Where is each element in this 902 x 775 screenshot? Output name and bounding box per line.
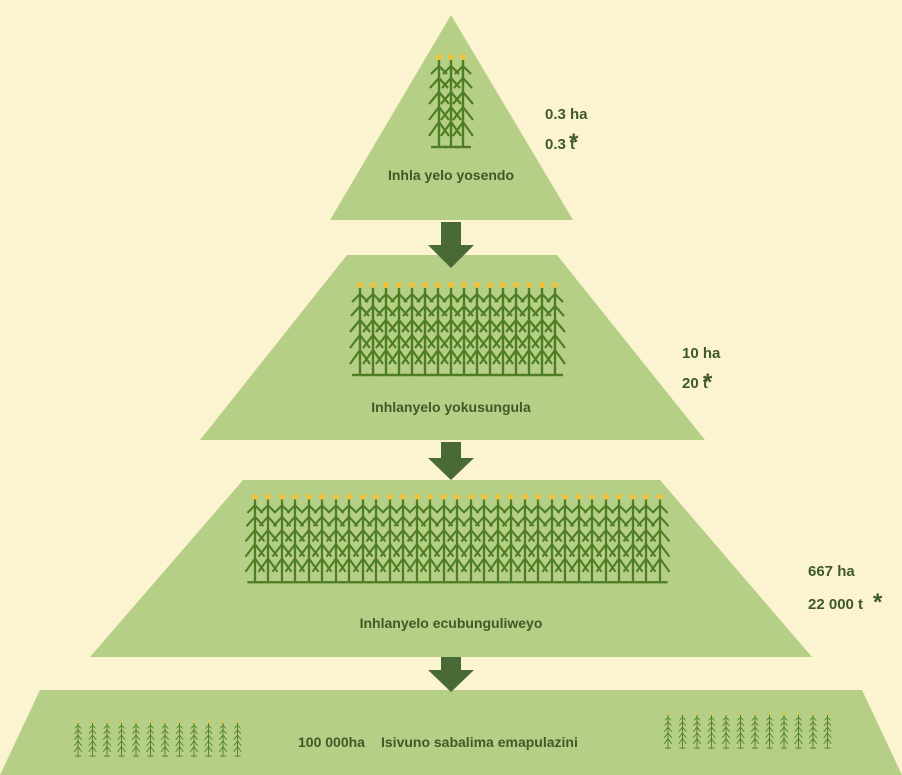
arrow (428, 442, 474, 480)
area: 667 ha (808, 563, 855, 580)
level-label: Inhlanyelo yokusungula (371, 399, 531, 415)
area: 0.3 ha (545, 106, 588, 123)
area: 10 ha (682, 345, 721, 362)
level-label: Inhla yelo yosendo (388, 167, 514, 183)
level-4-shape (0, 690, 902, 775)
diagram: Inhla yelo yosendo 0.3 ha 0.3 t * Inhlan… (0, 0, 902, 775)
area: 100 000ha (298, 734, 365, 750)
arrow (428, 657, 474, 692)
asterisk: * (569, 129, 579, 156)
level-label: Inhlanyelo ecubunguliweyo (360, 615, 543, 631)
asterisk: * (703, 369, 713, 396)
asterisk: * (873, 589, 883, 616)
level-label: Isivuno sabalima emapulazini (381, 734, 578, 750)
yield: 22 000 t (808, 596, 863, 613)
